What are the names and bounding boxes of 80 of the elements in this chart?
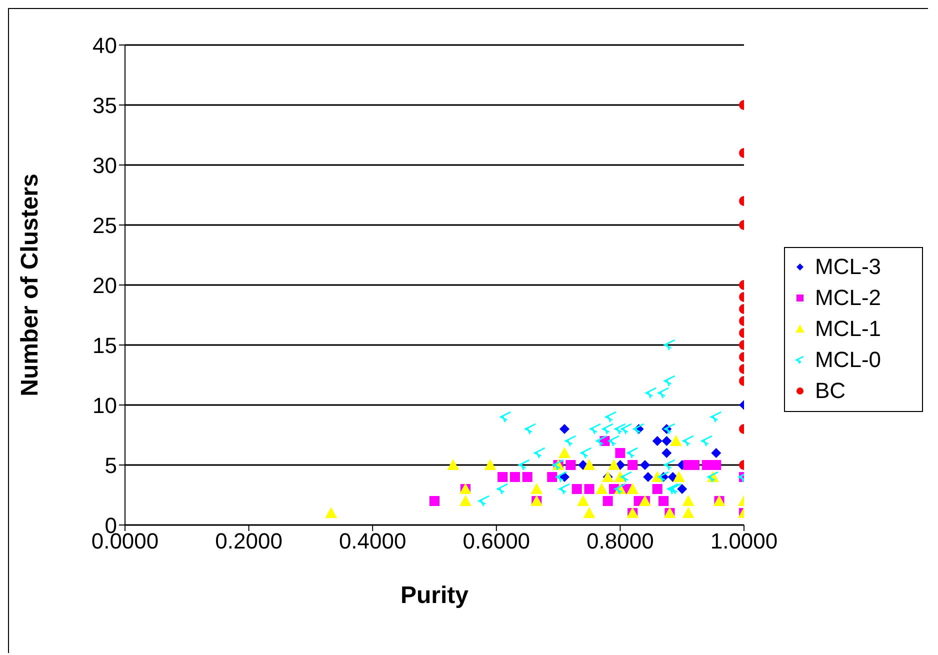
- y-tick-label: 15: [92, 332, 117, 358]
- y-tick-label: 10: [92, 392, 117, 418]
- x-tick-label: 0.2000: [215, 528, 282, 554]
- point: [652, 436, 662, 446]
- point: [615, 448, 626, 458]
- y-tick-label: 25: [92, 212, 117, 238]
- y-tick-label: 20: [92, 272, 117, 298]
- point: [596, 483, 608, 494]
- point: [558, 483, 570, 495]
- point: [662, 436, 672, 446]
- legend-label: BC: [815, 378, 846, 404]
- point: [590, 423, 602, 435]
- point: [701, 435, 713, 447]
- x-tick-label: 0.6000: [462, 528, 530, 554]
- point: [558, 447, 570, 458]
- point: [583, 459, 596, 470]
- point: [658, 496, 669, 506]
- point: [620, 423, 632, 435]
- point: [662, 448, 672, 458]
- point: [447, 459, 460, 470]
- point: [643, 472, 654, 482]
- y-tick-label: 40: [92, 32, 117, 58]
- point: [518, 459, 530, 471]
- point: [667, 483, 679, 495]
- point: [583, 507, 596, 518]
- legend-label: MCL-1: [815, 316, 882, 342]
- point: [682, 507, 694, 518]
- point: [564, 435, 576, 447]
- point: [670, 435, 682, 446]
- point: [664, 339, 676, 351]
- x-axis-title: Purity: [400, 582, 470, 609]
- x-tick-label: 0.8000: [586, 528, 654, 554]
- x-tick-label: 1.0000: [710, 528, 778, 554]
- point: [584, 484, 594, 494]
- point: [498, 472, 508, 482]
- legend-label: MCL-2: [815, 285, 882, 311]
- point: [626, 483, 639, 494]
- point: [702, 460, 712, 470]
- point: [496, 483, 508, 495]
- point: [556, 471, 568, 483]
- point: [670, 483, 682, 495]
- point: [530, 483, 543, 494]
- point: [580, 447, 592, 459]
- point: [559, 424, 570, 434]
- point: [682, 495, 694, 506]
- point: [478, 495, 490, 507]
- legend-label: MCL-0: [815, 347, 882, 373]
- point: [682, 435, 694, 447]
- y-tick-label: 35: [92, 92, 117, 118]
- point: [484, 459, 496, 470]
- point: [608, 459, 620, 470]
- point: [602, 496, 613, 506]
- point: [500, 411, 512, 423]
- point: [577, 495, 590, 506]
- point: [325, 507, 338, 518]
- point: [534, 447, 546, 459]
- y-axis-title: Number of Clusters: [16, 174, 44, 396]
- point: [459, 495, 472, 506]
- point: [711, 460, 722, 470]
- point: [572, 484, 582, 494]
- point: [652, 484, 662, 494]
- point: [711, 448, 722, 458]
- y-tick-label: 5: [104, 452, 117, 478]
- point: [626, 447, 638, 459]
- point: [522, 472, 532, 482]
- y-tick-label: 30: [92, 152, 117, 178]
- point: [710, 411, 722, 423]
- point: [673, 471, 686, 482]
- x-tick-label: 0.4000: [338, 528, 406, 554]
- point: [677, 484, 688, 494]
- point: [510, 472, 520, 482]
- point: [664, 423, 676, 435]
- point: [547, 472, 558, 482]
- point: [566, 460, 576, 470]
- point: [640, 460, 650, 470]
- point: [430, 496, 440, 506]
- point: [628, 460, 638, 470]
- point: [645, 387, 657, 399]
- point: [524, 423, 536, 435]
- legend-label: MCL-3: [815, 254, 882, 280]
